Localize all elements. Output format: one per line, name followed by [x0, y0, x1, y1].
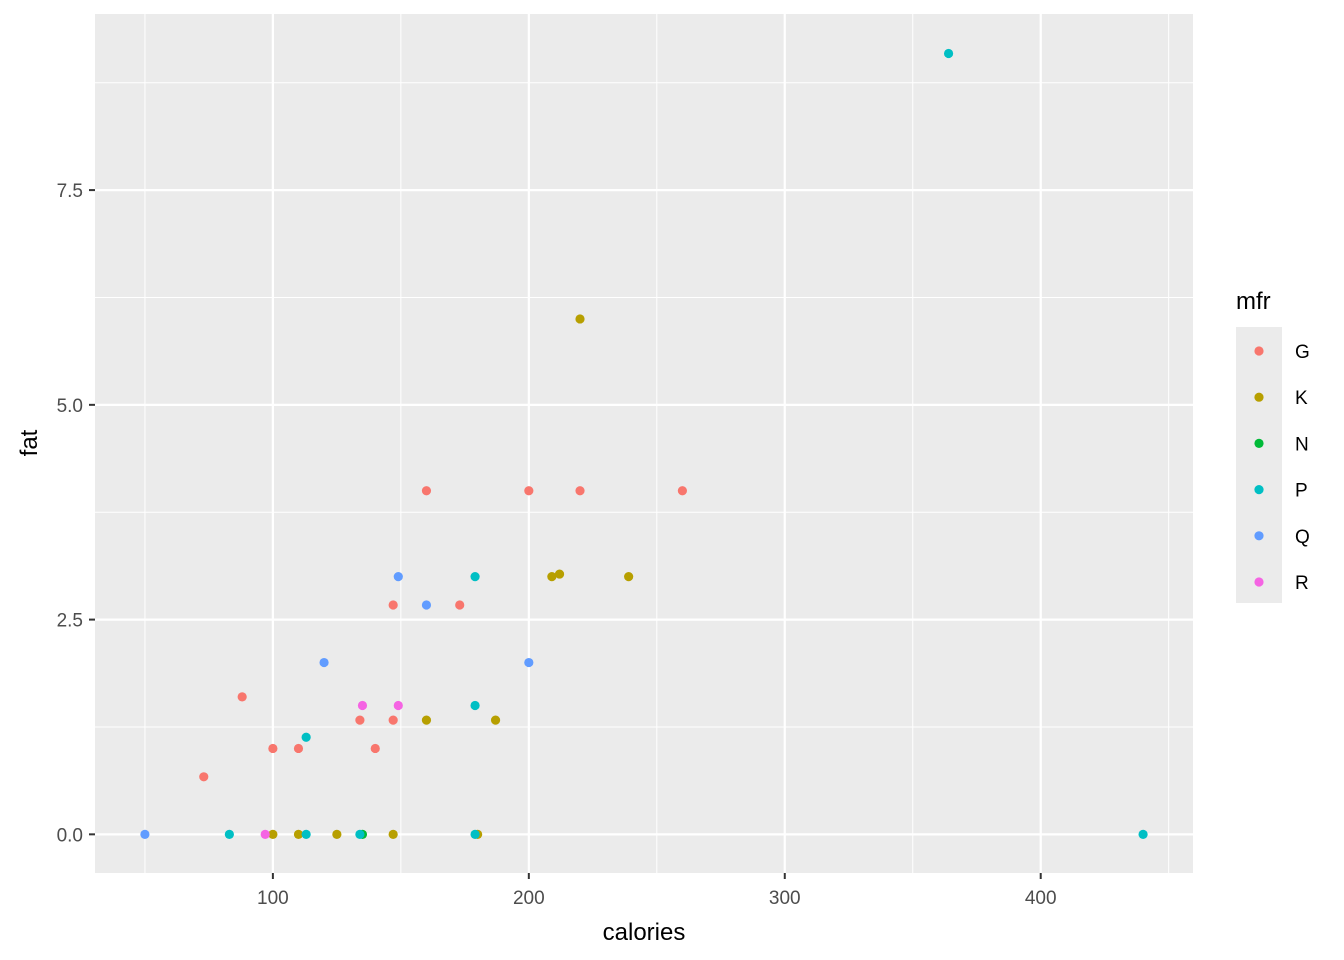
data-point-k: [293, 829, 304, 839]
data-point-g: [355, 715, 365, 725]
data-point-k: [547, 572, 557, 582]
legend-label-k: K: [1295, 388, 1308, 409]
x-tick-label: 200: [513, 888, 545, 909]
data-point-g: [421, 486, 432, 496]
x-tick-label: 400: [1025, 888, 1057, 909]
legend-key-p: [1254, 485, 1264, 495]
data-point-q: [421, 600, 432, 610]
data-point-g: [388, 715, 398, 725]
data-point-r: [357, 700, 368, 711]
data-point-q: [319, 657, 329, 668]
y-tick-label: 7.5: [57, 181, 83, 202]
y-axis-title: fat: [16, 429, 43, 456]
data-point-k: [490, 715, 501, 725]
data-point-r: [260, 829, 270, 839]
data-points: [140, 48, 1148, 839]
legend-key-n: [1254, 438, 1264, 448]
legend-label-p: P: [1295, 481, 1308, 502]
data-point-g: [388, 600, 398, 610]
legend-key-q: [1254, 531, 1264, 541]
data-point-g: [293, 743, 304, 754]
data-point-q: [140, 829, 150, 839]
legend-label-g: G: [1295, 342, 1310, 363]
data-point-g: [455, 600, 465, 610]
data-point-p: [470, 829, 480, 839]
minor-gridlines: [95, 14, 1193, 873]
data-point-p: [1138, 829, 1148, 839]
y-axis: 0.0 2.5 5.0 7.5: [57, 181, 95, 846]
legend: mfr G K N P Q R: [1236, 288, 1310, 603]
x-tick-label: 300: [769, 888, 801, 909]
data-point-p: [224, 829, 234, 839]
x-axis-title: calories: [603, 919, 686, 946]
data-point-k: [554, 569, 565, 579]
data-point-p: [470, 700, 480, 711]
data-point-k: [624, 572, 634, 582]
data-point-p: [355, 829, 365, 839]
data-point-p: [470, 572, 480, 582]
legend-items: G K N P Q R: [1254, 342, 1310, 594]
data-point-g: [575, 486, 585, 496]
data-point-g: [524, 486, 534, 496]
x-axis: 100 200 300 400: [257, 873, 1057, 909]
legend-title: mfr: [1236, 288, 1271, 315]
data-point-r: [393, 700, 403, 711]
legend-key-g: [1254, 346, 1264, 356]
legend-key-background: [1236, 327, 1282, 603]
data-point-k: [421, 715, 432, 725]
data-point-q: [393, 572, 403, 582]
legend-key-r: [1254, 577, 1264, 587]
data-point-k: [575, 314, 585, 324]
legend-label-r: R: [1295, 573, 1309, 594]
data-point-q: [524, 657, 534, 668]
data-point-k: [332, 829, 342, 839]
data-point-p: [301, 732, 311, 742]
legend-label-q: Q: [1295, 527, 1310, 548]
data-point-k: [388, 829, 398, 839]
data-point-g: [199, 772, 209, 782]
data-point-g: [677, 486, 687, 496]
data-point-g: [268, 743, 278, 754]
legend-key-k: [1254, 392, 1264, 402]
y-tick-label: 0.0: [57, 825, 83, 846]
y-tick-label: 2.5: [57, 611, 83, 632]
major-gridlines: [95, 14, 1193, 873]
x-tick-label: 100: [257, 888, 289, 909]
y-tick-label: 5.0: [57, 396, 83, 417]
data-point-g: [370, 743, 380, 754]
legend-label-n: N: [1295, 434, 1309, 455]
data-point-k: [268, 829, 278, 839]
data-point-g: [237, 692, 247, 702]
data-point-p: [943, 48, 954, 59]
data-point-p: [301, 829, 311, 839]
plot-panel: [95, 14, 1193, 873]
